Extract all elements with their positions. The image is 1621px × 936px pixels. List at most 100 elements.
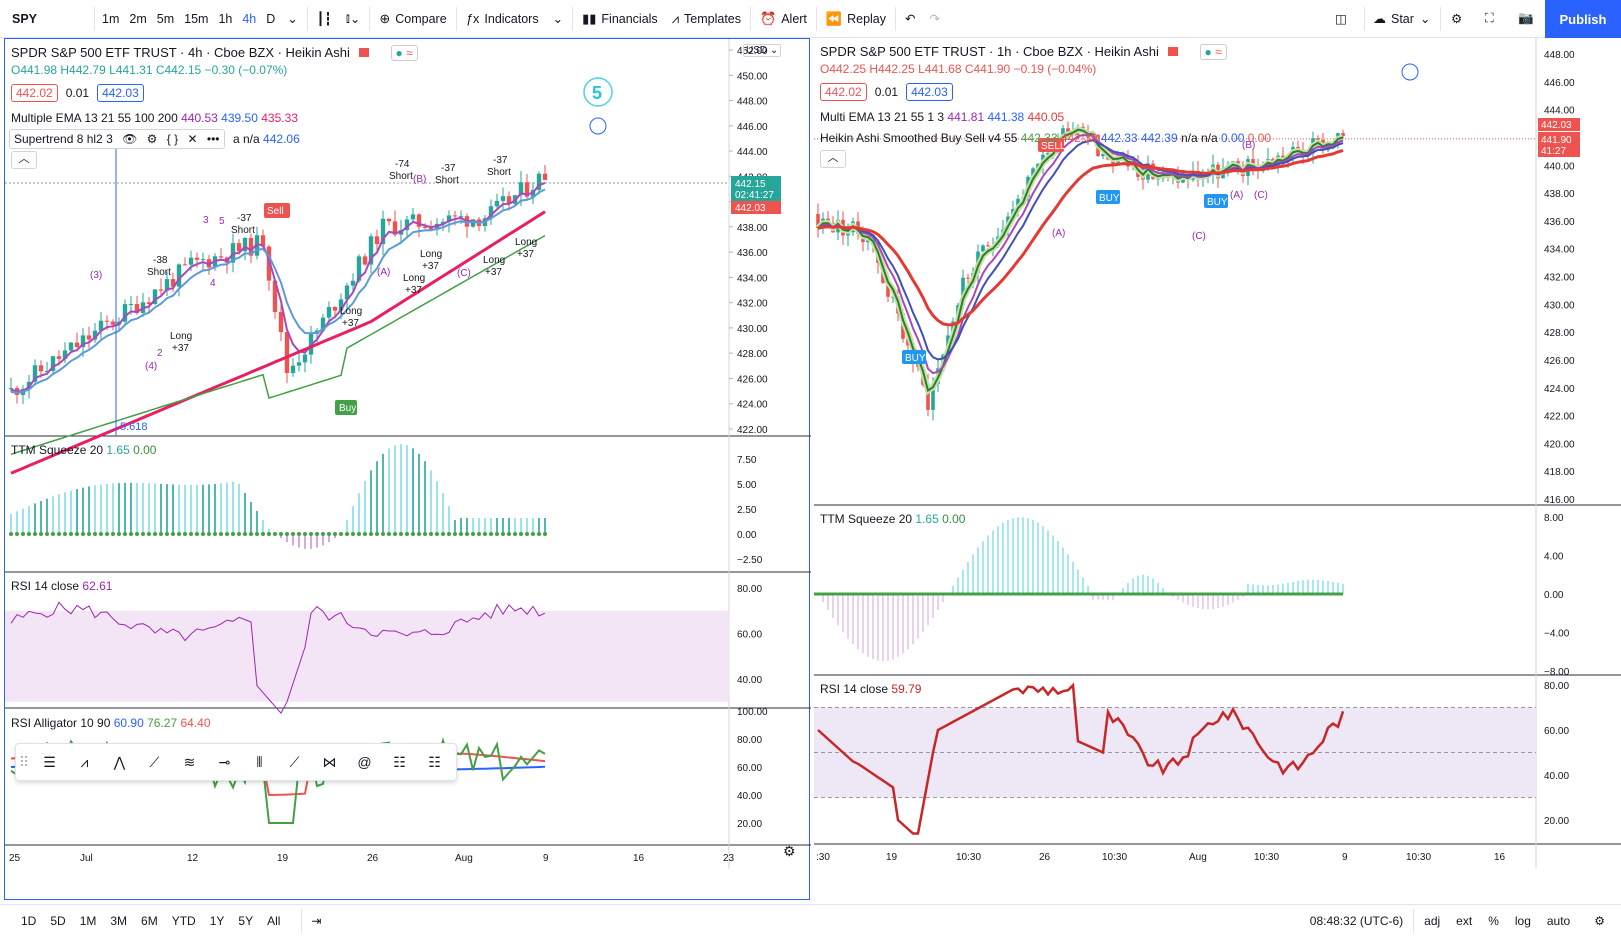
interval-d[interactable]: D: [266, 11, 276, 26]
signal-value: -37: [493, 155, 508, 166]
settings-button[interactable]: ⚙: [1444, 0, 1469, 38]
interval-dropdown[interactable]: ⌄: [280, 0, 304, 38]
settings-sliders-icon[interactable]: ☷: [428, 753, 441, 770]
alert-button[interactable]: ⏰ Alert: [753, 0, 814, 38]
indicators-dropdown[interactable]: ⌄: [546, 0, 570, 38]
bid-box[interactable]: 442.02: [820, 83, 867, 101]
range-6m[interactable]: 6M: [141, 913, 158, 928]
rsi-legend-right[interactable]: RSI 14 close 59.79: [820, 682, 921, 696]
currency-selector[interactable]: USD ⌄: [743, 44, 782, 57]
chart-type-candles-button[interactable]: ⫾ ⌄: [339, 0, 368, 38]
interval-1m[interactable]: 1m: [102, 11, 120, 26]
braces-icon[interactable]: { }: [166, 132, 179, 146]
range-1y[interactable]: 1Y: [209, 913, 225, 928]
interval-15m[interactable]: 15m: [184, 11, 209, 26]
interval-2m[interactable]: 2m: [129, 11, 147, 26]
chart-type-bars-button[interactable]: ┃┇: [310, 0, 339, 38]
compare-button[interactable]: ⊕ Compare: [372, 0, 453, 38]
range-5d[interactable]: 5D: [50, 913, 66, 928]
fib-levels-icon[interactable]: ☷: [393, 753, 406, 770]
wave-label: (B): [1242, 140, 1255, 151]
symbol-search[interactable]: SPY: [12, 11, 38, 26]
left-chart-canvas[interactable]: 452.00450.00448.00446.00444.00442.00440.…: [5, 39, 811, 901]
clock-time[interactable]: 08:48:32 (UTC-6): [1309, 914, 1404, 928]
indicators-button[interactable]: ƒx Indicators: [459, 0, 546, 38]
more-icon[interactable]: •••: [206, 132, 220, 146]
vertical-lines-icon[interactable]: ⦀: [256, 753, 263, 770]
spiral-icon[interactable]: @: [357, 754, 372, 770]
fullscreen-button[interactable]: ⛶: [1478, 0, 1501, 38]
ext-toggle[interactable]: ext: [1456, 914, 1473, 928]
collapse-legend-button[interactable]: ︿: [820, 150, 846, 168]
replay-button[interactable]: ⏪ Replay: [819, 0, 893, 38]
high-value: H442.79: [60, 63, 106, 77]
lines-tool-icon[interactable]: ☰: [43, 753, 56, 770]
redo-button[interactable]: ↷: [923, 0, 947, 38]
bars-icon: ┃┇: [316, 12, 332, 26]
rsi-tick-label: 60.00: [737, 630, 762, 641]
adj-toggle[interactable]: adj: [1424, 914, 1441, 928]
rsi-legend-left[interactable]: RSI 14 close 62.61: [11, 579, 112, 593]
layout-button[interactable]: ◫: [1328, 0, 1354, 38]
right-chart[interactable]: 448.00446.00444.00442.00440.00438.00436.…: [814, 38, 1621, 900]
collapse-legend-button[interactable]: ︿: [11, 151, 37, 169]
horizontal-ray-icon[interactable]: ⊸: [218, 753, 231, 770]
market-status-icon[interactable]: ● ≈: [1199, 44, 1227, 60]
supertrend-legend[interactable]: Supertrend 8 hl2 3 👁 ⚙ { } ✕ •••: [9, 129, 225, 149]
ttm-dot: [447, 532, 451, 536]
ttm-dot: [465, 532, 469, 536]
financials-button[interactable]: ▮▮ Financials: [575, 0, 665, 38]
left-chart[interactable]: 452.00450.00448.00446.00444.00442.00440.…: [4, 38, 811, 901]
bid-box[interactable]: 442.02: [11, 84, 58, 102]
range-ytd[interactable]: YTD: [171, 913, 196, 928]
ttm-legend-left[interactable]: TTM Squeeze 20 1.65 0.00: [11, 443, 156, 457]
interval-4h[interactable]: 4h: [242, 11, 257, 26]
channel-icon[interactable]: ≋: [183, 753, 196, 770]
hass-legend[interactable]: Heikin Ashi Smoothed Buy Sell v4 55 442.…: [820, 131, 1271, 145]
star-button[interactable]: ☁ Star ⌄: [1366, 0, 1437, 38]
eye-icon[interactable]: 👁: [122, 132, 138, 146]
right-chart-canvas[interactable]: 448.00446.00444.00442.00440.00438.00436.…: [814, 38, 1621, 900]
candle: [981, 245, 985, 252]
ttm-legend-right[interactable]: TTM Squeeze 20 1.65 0.00: [820, 512, 965, 526]
interval-5m[interactable]: 5m: [156, 11, 175, 26]
flag-icon[interactable]: [359, 48, 370, 57]
right-chart-title[interactable]: SPDR S&P 500 ETF TRUST · 1h · Cboe BZX ·…: [820, 44, 1159, 59]
undo-button[interactable]: ↶: [898, 0, 922, 38]
percent-toggle[interactable]: %: [1488, 914, 1499, 928]
ask-box[interactable]: 442.03: [97, 84, 144, 102]
close-icon[interactable]: ✕: [187, 132, 198, 146]
range-1d[interactable]: 1D: [21, 913, 37, 928]
interval-1h[interactable]: 1h: [218, 11, 233, 26]
alligator-name: RSI Alligator 10 90: [11, 716, 111, 730]
range-5y[interactable]: 5Y: [238, 913, 254, 928]
alligator-legend-left[interactable]: RSI Alligator 10 90 60.90 76.27 64.40: [11, 716, 211, 730]
left-ema-legend[interactable]: Multiple EMA 13 21 55 100 200 440.53 439…: [11, 111, 298, 125]
market-status-icon[interactable]: ● ≈: [390, 45, 418, 61]
left-chart-title[interactable]: SPDR S&P 500 ETF TRUST · 4h · Cboe BZX ·…: [11, 45, 350, 60]
trend-line-icon[interactable]: ⟋: [149, 753, 160, 770]
gear-icon[interactable]: ⚙: [146, 132, 158, 146]
goto-date-button[interactable]: ⇥: [304, 914, 328, 928]
snapshot-button[interactable]: 📷: [1511, 0, 1541, 38]
publish-button[interactable]: Publish: [1545, 0, 1621, 38]
fib-pattern-icon[interactable]: ⩘: [80, 753, 89, 770]
log-toggle[interactable]: log: [1514, 914, 1531, 928]
xabcd-pattern-icon[interactable]: ⋈: [322, 753, 337, 770]
divider: [750, 6, 752, 31]
drag-handle-icon[interactable]: ⠿: [18, 753, 30, 770]
range-1m[interactable]: 1M: [79, 913, 97, 928]
abc-pattern-icon[interactable]: ⋀: [113, 753, 126, 770]
ttm-dot: [507, 532, 511, 536]
auto-toggle[interactable]: auto: [1546, 914, 1571, 928]
flag-icon[interactable]: [1168, 47, 1179, 56]
ttm-dot: [237, 532, 241, 536]
range-all[interactable]: All: [267, 913, 281, 928]
gear-icon[interactable]: ⚙: [783, 843, 796, 859]
templates-button[interactable]: ⩘ Templates: [665, 0, 748, 38]
settings-button[interactable]: ⚙: [1578, 914, 1621, 928]
range-3m[interactable]: 3M: [110, 913, 128, 928]
ray-icon[interactable]: ⟋: [289, 753, 300, 770]
right-ema-legend[interactable]: Multi EMA 13 21 55 1 3 441.81 441.38 440…: [820, 110, 1064, 124]
ask-box[interactable]: 442.03: [906, 83, 953, 101]
